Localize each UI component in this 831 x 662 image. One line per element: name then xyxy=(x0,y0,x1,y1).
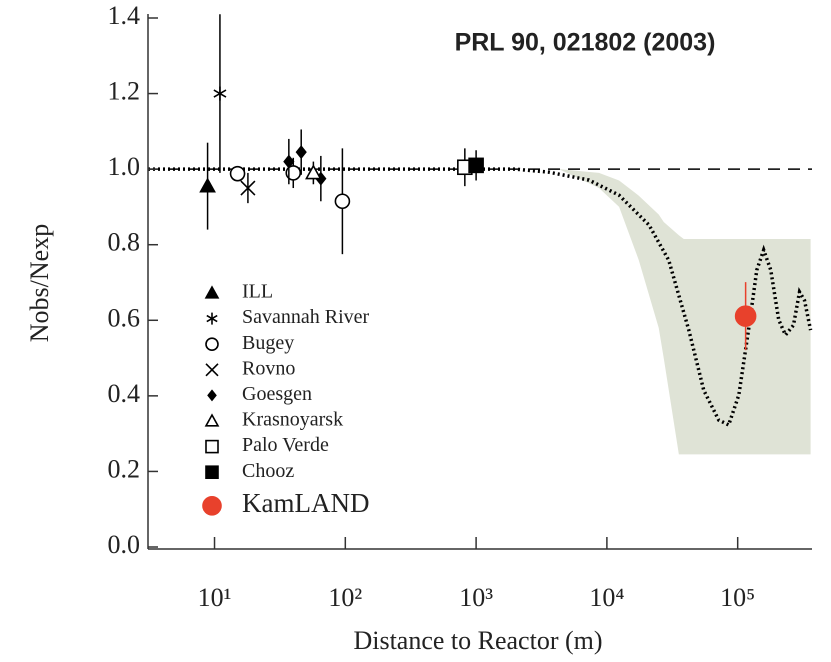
annotation: PRL 90, 021802 (2003) xyxy=(455,29,716,57)
marker xyxy=(213,86,227,101)
legend-entry: Rovno xyxy=(205,357,295,379)
legend-marker xyxy=(205,439,219,454)
legend-label: Goesgen xyxy=(242,383,312,405)
circle xyxy=(285,165,302,181)
legend-label: Rovno xyxy=(242,357,295,379)
y-axis-title: Nobs/Nexp xyxy=(25,224,54,342)
x-tick-label: 10⁵ xyxy=(720,583,755,612)
asterisk-arm xyxy=(213,89,227,98)
x-tick-label: 10² xyxy=(328,583,362,612)
legend-label: Chooz xyxy=(242,460,294,482)
marker xyxy=(734,305,757,327)
triangle xyxy=(204,285,220,299)
circle xyxy=(202,495,222,516)
square xyxy=(205,465,219,480)
legend-marker xyxy=(205,363,219,377)
circle xyxy=(734,305,757,327)
marker xyxy=(240,180,256,196)
legend-marker xyxy=(205,337,219,352)
triangle xyxy=(204,413,220,427)
legend-entry: Palo Verde xyxy=(205,434,329,456)
y-tick-label: 0.0 xyxy=(108,530,141,559)
legend-marker xyxy=(206,312,218,325)
legend-entry: Krasnoyarsk xyxy=(204,409,343,431)
cross xyxy=(205,363,219,377)
cross xyxy=(240,180,256,196)
legend-entry: Chooz xyxy=(205,460,294,482)
circle xyxy=(205,337,219,352)
triangle xyxy=(305,164,322,180)
x-axis-title: Distance to Reactor (m) xyxy=(353,626,602,655)
legend-marker xyxy=(202,495,222,516)
legend-entry: Savannah River xyxy=(206,306,370,328)
legend-entry: ILL xyxy=(204,281,273,303)
marker xyxy=(305,164,322,180)
marker xyxy=(334,193,351,210)
diamond xyxy=(283,154,295,169)
marker xyxy=(295,145,307,160)
legend-entry: Goesgen xyxy=(207,383,312,405)
triangle xyxy=(199,177,216,193)
x-tick-label: 10⁴ xyxy=(589,583,624,612)
diamond xyxy=(295,145,307,160)
square xyxy=(205,439,219,454)
y-tick-label: 0.4 xyxy=(108,379,141,408)
circle xyxy=(334,193,351,210)
x-tick-label: 10³ xyxy=(459,583,493,612)
legend-label: Palo Verde xyxy=(242,434,329,456)
legend-marker xyxy=(207,389,217,402)
marker xyxy=(468,157,484,174)
marker xyxy=(199,177,216,193)
y-tick-label: 0.6 xyxy=(108,303,141,332)
legend-marker xyxy=(205,465,219,480)
marker xyxy=(283,154,295,169)
y-tick-label: 1.2 xyxy=(108,77,141,106)
x-tick-label: 10¹ xyxy=(198,583,232,612)
legend-label: Bugey xyxy=(242,332,294,354)
y-tick-label: 1.4 xyxy=(108,1,141,30)
legend-label: ILL xyxy=(242,281,273,303)
oscillation-curve xyxy=(148,167,813,428)
legend-marker xyxy=(204,413,220,427)
square xyxy=(468,157,484,174)
legend-entry: Bugey xyxy=(205,332,294,354)
marker xyxy=(285,165,302,181)
y-tick-label: 0.8 xyxy=(108,228,141,257)
marker xyxy=(229,165,246,182)
legend-entry: KamLAND xyxy=(202,488,369,518)
y-tick-label: 1.0 xyxy=(108,152,141,181)
legend-label: KamLAND xyxy=(242,488,369,518)
legend-label: Savannah River xyxy=(242,306,370,328)
legend-label: Krasnoyarsk xyxy=(242,409,343,431)
uncertainty-band xyxy=(558,169,811,455)
circle xyxy=(229,165,246,182)
asterisk-arm xyxy=(206,314,218,323)
legend-marker xyxy=(204,285,220,299)
y-tick-label: 0.2 xyxy=(108,454,141,483)
diamond xyxy=(207,389,217,402)
